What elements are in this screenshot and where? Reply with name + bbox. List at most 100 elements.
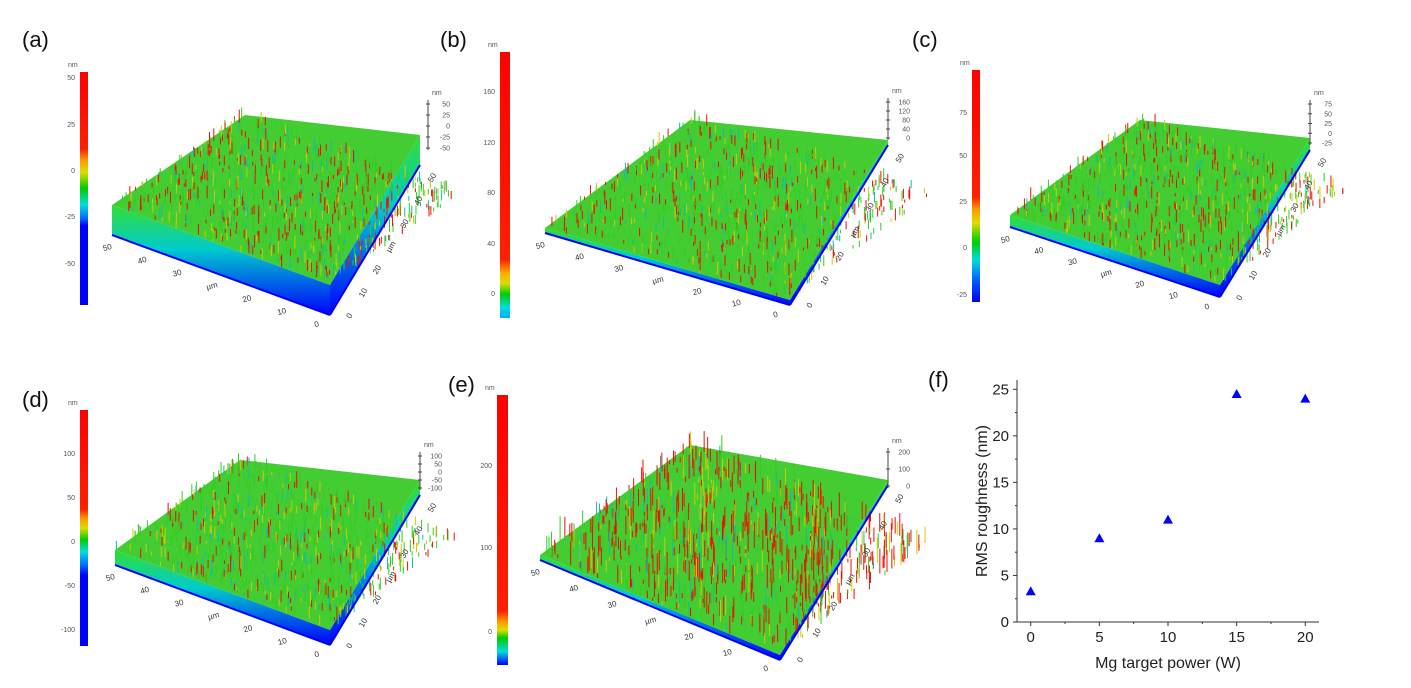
colorbar-tick: -50 <box>65 261 75 268</box>
z-axis-tick: -25 <box>1322 141 1332 148</box>
surface-front-face <box>1010 215 1220 297</box>
colorbar-tick: 0 <box>71 539 75 546</box>
x-axis-tick: 20 <box>241 293 252 304</box>
x-axis-tick: 0 <box>313 319 320 329</box>
surface-base-edge <box>329 164 421 316</box>
z-axis-tick: 0 <box>438 470 442 477</box>
x-axis-tick: 50 <box>535 240 546 251</box>
chart-f: 0 5 10 15 20 0 5 10 15 20 25 Mg target power (W) RMS… <box>974 380 1319 672</box>
colorbar-unit: nm <box>960 60 970 67</box>
afm-panel-c: nm7550250-25nm7550250-25504030µm20100010… <box>957 60 1344 312</box>
x-axis-tick: 30 <box>1067 256 1078 267</box>
y-axis-label: RMS roughness (nm) <box>974 425 991 577</box>
surface-base-edge <box>789 144 889 306</box>
y-axis-tick: 0 <box>344 641 354 650</box>
y-axis-tick: 50 <box>894 152 907 165</box>
colorbar <box>972 70 980 302</box>
x-axis-tick: 50 <box>530 567 541 578</box>
y-axis-tick: µm <box>843 572 857 587</box>
z-axis-tick: 0 <box>1328 131 1332 138</box>
surface-top <box>545 120 888 300</box>
x-axis-tick: 40 <box>1033 245 1044 256</box>
z-axis-tick: -50 <box>440 146 450 153</box>
surface-front-face <box>540 555 780 660</box>
colorbar-tick: 160 <box>483 89 495 96</box>
x-axis-tick: 50 <box>102 242 113 253</box>
z-axis-tick: 120 <box>898 109 910 116</box>
surface-base-edge <box>329 494 421 646</box>
y-axis-tick: 0 <box>344 311 354 320</box>
data-point <box>1231 388 1242 398</box>
colorbar-tick: 0 <box>963 245 967 252</box>
y-axis-tick: 0 <box>795 655 805 664</box>
y-tick-label: 10 <box>992 521 1009 538</box>
x-axis-tick: 20 <box>242 623 253 634</box>
data-point <box>1300 393 1311 403</box>
colorbar-tick: 120 <box>483 140 495 147</box>
panel-label: (a) <box>22 27 49 52</box>
colorbar-tick: 40 <box>487 241 495 248</box>
colorbar-tick: -25 <box>65 214 75 221</box>
z-axis-tick: -25 <box>440 135 450 142</box>
x-axis-tick: 50 <box>1000 234 1011 245</box>
colorbar <box>497 395 508 665</box>
x-axis-tick: 30 <box>613 263 624 274</box>
y-axis-tick: 50 <box>893 492 906 505</box>
z-axis-tick: 200 <box>898 450 910 457</box>
x-axis-tick: 0 <box>313 649 320 659</box>
z-axis-tick: -50 <box>432 478 442 485</box>
colorbar-tick: -25 <box>957 292 967 299</box>
z-axis-tick: 160 <box>898 100 910 107</box>
data-point <box>1094 533 1105 543</box>
x-axis-tick: 30 <box>172 268 183 279</box>
panel-label: (c) <box>912 27 938 52</box>
y-axis-tick: 0 <box>805 301 815 310</box>
colorbar <box>500 52 510 318</box>
x-tick-label: 15 <box>1228 629 1245 646</box>
z-axis-tick: 25 <box>442 113 450 120</box>
z-axis-tick: 75 <box>1324 102 1332 109</box>
x-axis-tick: 10 <box>277 636 288 647</box>
colorbar-tick: 100 <box>63 451 75 458</box>
colorbar-tick: 50 <box>67 495 75 502</box>
afm-panel-d: nm100500-50-100nm100500-50-100504030µm20… <box>61 400 455 659</box>
data-point <box>1025 586 1036 596</box>
surface-front-face <box>545 228 790 305</box>
surface-top <box>112 115 420 285</box>
surface-base-edge <box>1219 149 1311 298</box>
colorbar-unit: nm <box>68 62 78 69</box>
surface-base-edge <box>111 234 331 316</box>
z-axis-tick: -100 <box>428 486 442 493</box>
y-axis-tick: 40 <box>877 519 890 532</box>
x-axis-tick: 10 <box>722 647 733 658</box>
z-axis-unit: nm <box>892 88 902 95</box>
surface-front-face <box>112 205 330 315</box>
y-axis-tick: 20 <box>834 250 847 263</box>
x-axis-tick: 40 <box>568 583 579 594</box>
colorbar-tick: 200 <box>480 463 492 470</box>
x-axis-tick: µm <box>1100 267 1114 279</box>
z-axis-tick: 50 <box>434 462 442 469</box>
colorbar-tick: 0 <box>71 168 75 175</box>
y-tick-label: 5 <box>1001 567 1009 584</box>
y-axis-tick: 40 <box>412 194 425 207</box>
surface-front-face <box>115 550 330 645</box>
z-axis-tick: 40 <box>902 127 910 134</box>
surface-base-edge <box>1009 226 1221 298</box>
colorbar <box>80 72 88 305</box>
surface-spikes <box>551 109 927 296</box>
data-point <box>1163 514 1173 524</box>
panel-label: (b) <box>440 27 467 52</box>
surface-spikes <box>546 431 926 646</box>
y-axis-tick: 20 <box>371 593 384 606</box>
x-axis-tick: µm <box>644 615 658 627</box>
colorbar-tick: 25 <box>959 199 967 206</box>
surface-top <box>1010 120 1310 285</box>
colorbar-tick: 0 <box>491 291 495 298</box>
x-axis-tick: 40 <box>139 585 150 596</box>
y-axis-tick: 30 <box>1289 201 1302 214</box>
colorbar <box>80 410 88 646</box>
x-tick-label: 0 <box>1027 629 1035 646</box>
x-axis-tick: 30 <box>174 598 185 609</box>
x-axis-tick: µm <box>207 610 221 622</box>
